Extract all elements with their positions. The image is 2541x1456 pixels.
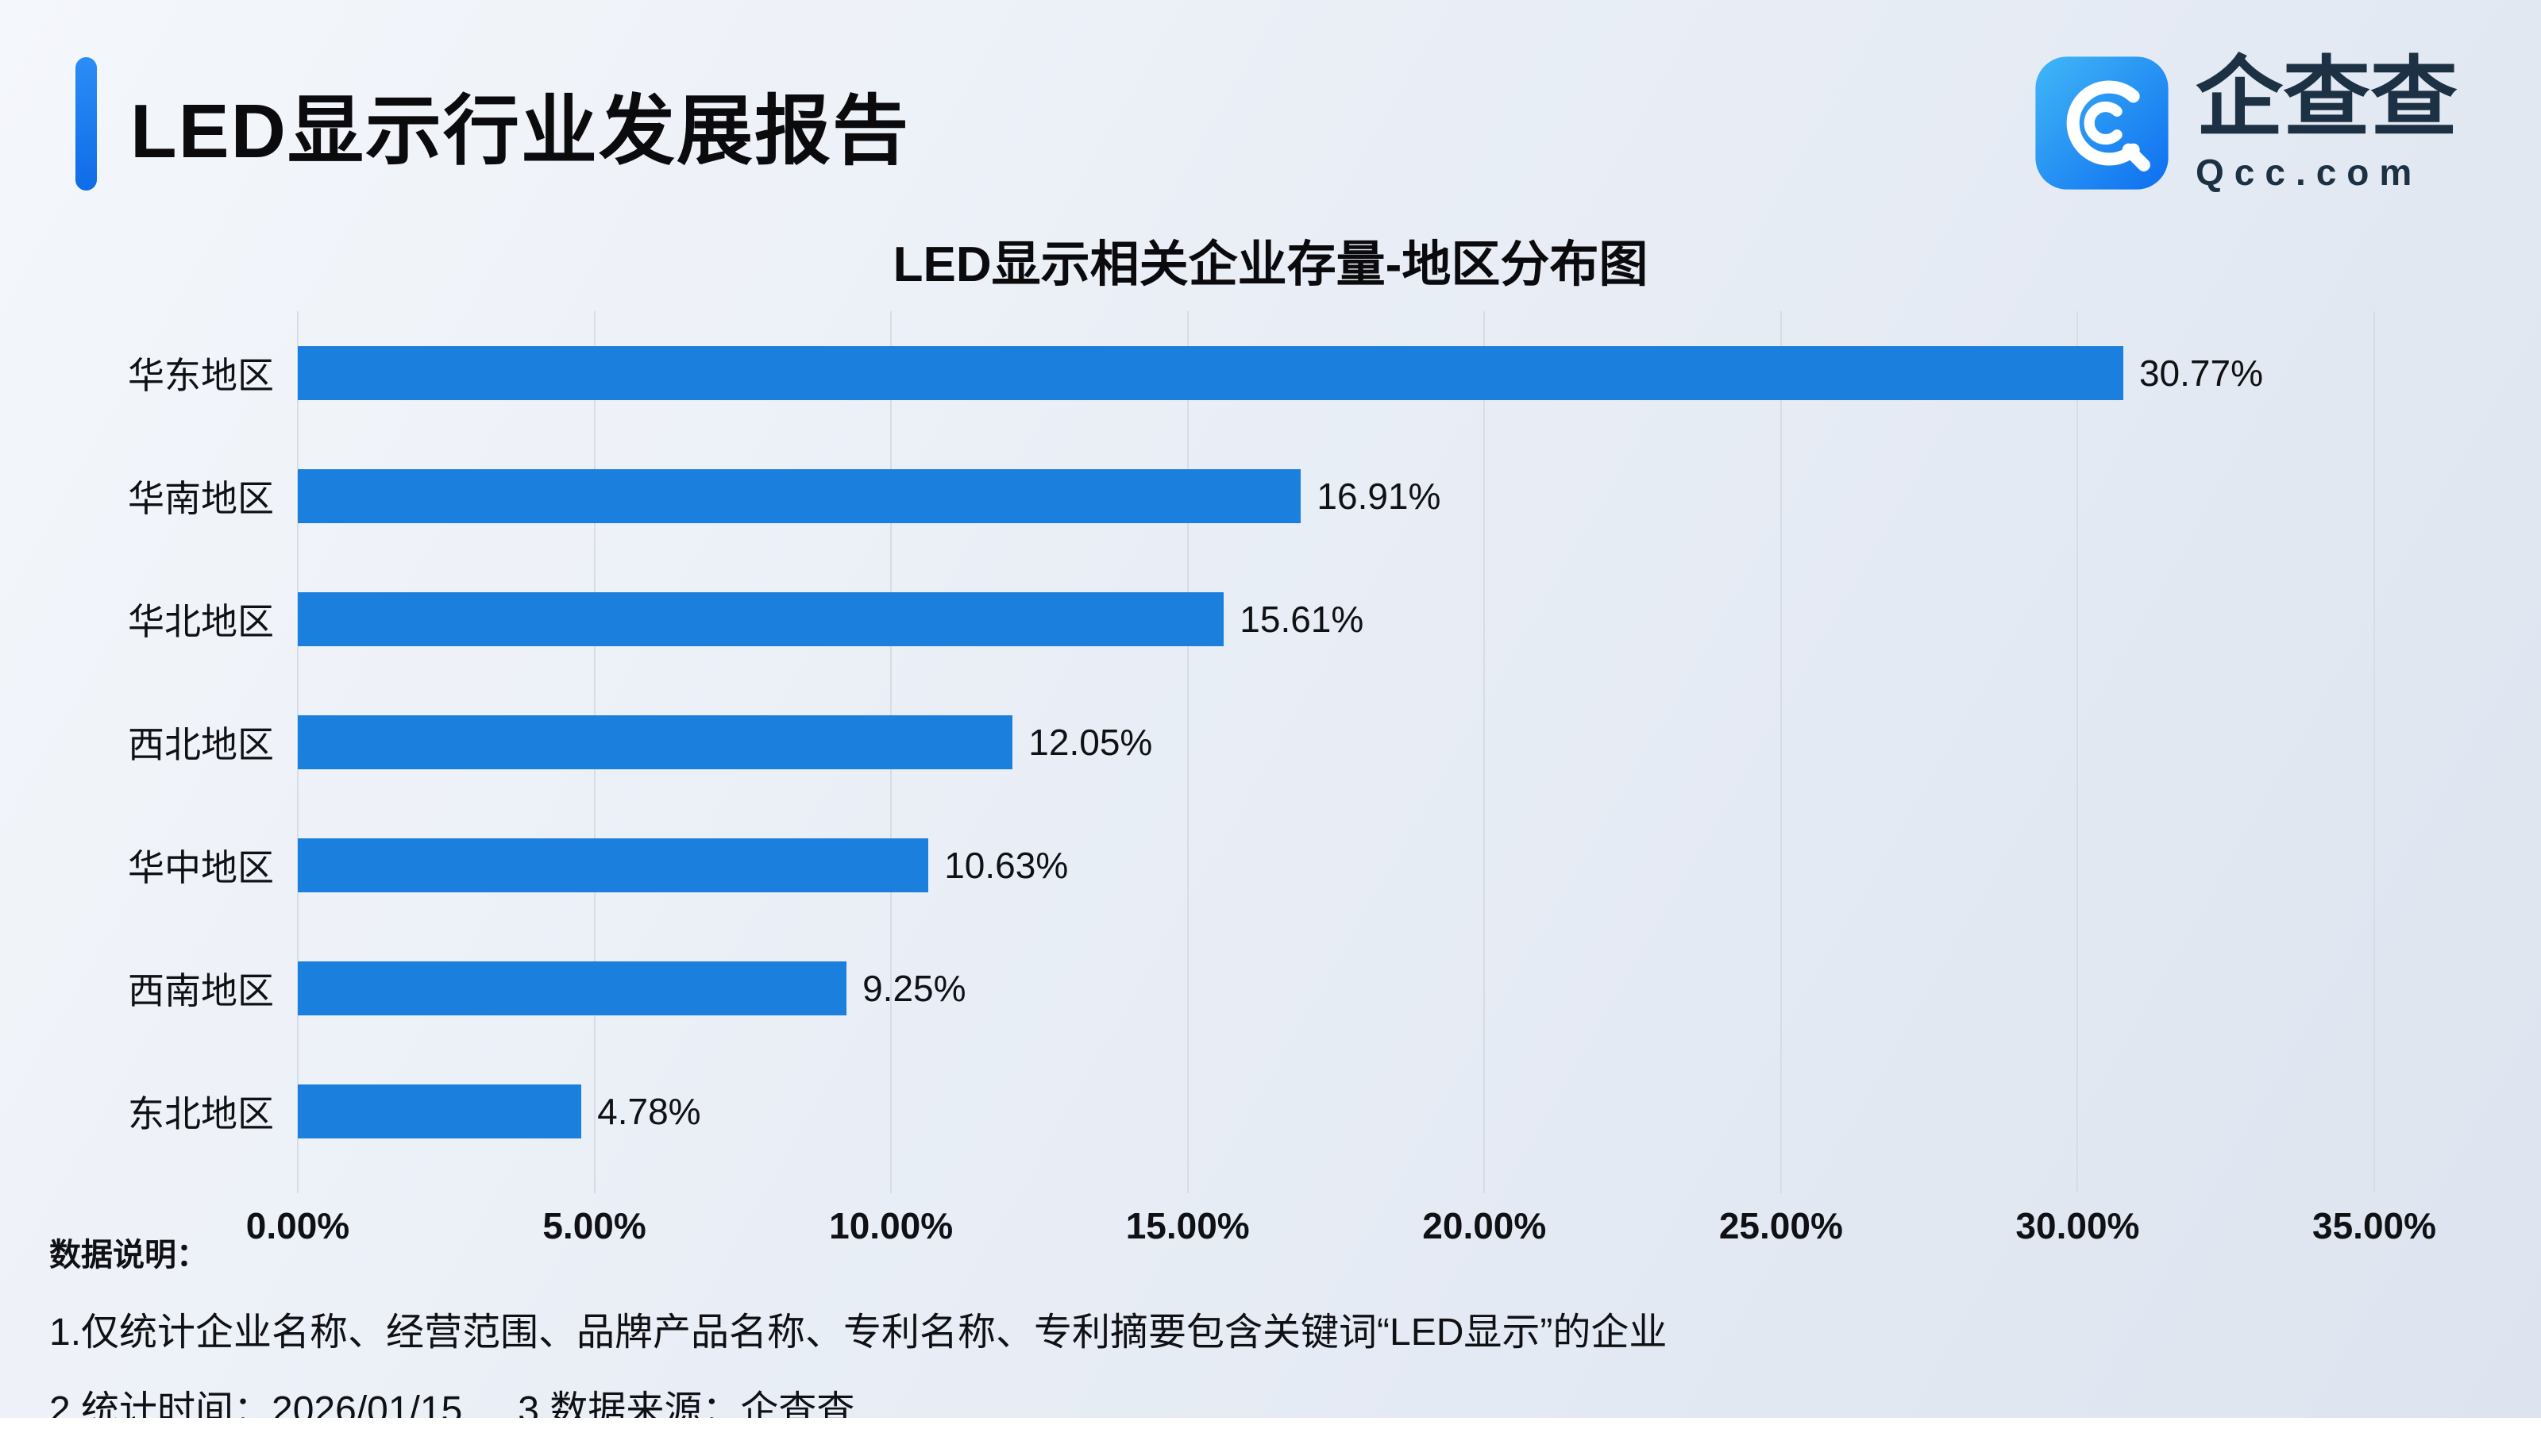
bar xyxy=(298,1084,582,1138)
x-axis-tick: 35.00% xyxy=(2312,1205,2437,1246)
gridline xyxy=(2076,311,2079,1193)
value-label: 15.61% xyxy=(1240,598,1364,640)
value-label: 9.25% xyxy=(862,967,966,1009)
bar-track: 10.63% xyxy=(298,803,2374,926)
x-axis-tick: 25.00% xyxy=(1718,1205,1843,1246)
report-header: LED显示行业发展报告 xyxy=(75,57,910,191)
value-label: 4.78% xyxy=(597,1090,701,1132)
category-label: 西北地区 xyxy=(128,723,274,765)
bar-track: 30.77% xyxy=(298,311,2374,434)
bar xyxy=(298,715,1013,769)
footnote-line1: 1.仅统计企业名称、经营范围、品牌产品名称、专利名称、专利摘要包含关键词“LED… xyxy=(49,1312,1668,1354)
bottom-white-strip xyxy=(0,1418,2541,1429)
bar-track: 4.78% xyxy=(298,1050,2374,1173)
qcc-logo-text: 企查查 Qcc.com xyxy=(2196,52,2458,194)
category-label: 西南地区 xyxy=(128,969,274,1011)
bar xyxy=(298,468,1301,523)
brand-name-en: Qcc.com xyxy=(2196,151,2423,193)
bar-row: 西北地区 12.05% xyxy=(56,680,2374,803)
x-axis-tick: 10.00% xyxy=(829,1205,954,1246)
x-axis: 0.00% 5.00% 10.00% 15.00% 20.00% 25.00% 30.00%… xyxy=(246,1204,2436,1260)
gridline xyxy=(1186,311,1189,1193)
bar-track: 15.61% xyxy=(298,557,2374,680)
qcc-magnifier-icon xyxy=(2032,53,2172,193)
bar-row: 华中地区 10.63% xyxy=(56,803,2374,926)
page-title: LED显示行业发展报告 xyxy=(130,88,910,174)
title-accent-bar xyxy=(75,57,97,191)
bar-track: 9.25% xyxy=(298,926,2374,1050)
category-label: 东北地区 xyxy=(128,1092,274,1134)
qcc-logo: 企查查 Qcc.com xyxy=(2032,52,2458,194)
footnote-heading: 数据说明： xyxy=(49,1238,208,1273)
bar-chart: 华东地区 30.77% 华南地区 16.91% 华北地区 15.61% 西北地区 12.05%… xyxy=(56,311,2436,1260)
bar-rows: 华东地区 30.77% 华南地区 16.91% 华北地区 15.61% 西北地区 12.05%… xyxy=(56,311,2374,1173)
bar xyxy=(298,345,2123,400)
value-label: 16.91% xyxy=(1317,475,1441,517)
value-label: 10.63% xyxy=(944,844,1069,886)
category-label: 华东地区 xyxy=(128,354,274,396)
x-axis-tick: 20.00% xyxy=(1422,1205,1547,1246)
gridline xyxy=(1779,311,1782,1193)
category-label: 华中地区 xyxy=(128,846,274,888)
bar-row: 华南地区 16.91% xyxy=(56,434,2374,557)
value-label: 12.05% xyxy=(1028,721,1153,763)
bar xyxy=(298,838,929,892)
bar-row: 东北地区 4.78% xyxy=(56,1050,2374,1173)
value-label: 30.77% xyxy=(2138,352,2263,394)
bar-row: 西南地区 9.25% xyxy=(56,926,2374,1050)
bar xyxy=(298,591,1224,646)
x-axis-tick: 30.00% xyxy=(2015,1205,2140,1246)
gridline xyxy=(2373,311,2375,1193)
category-label: 华南地区 xyxy=(128,477,274,519)
bar-track: 12.05% xyxy=(298,680,2374,803)
x-axis-tick: 0.00% xyxy=(245,1205,350,1246)
chart-plot-area: 华东地区 30.77% 华南地区 16.91% 华北地区 15.61% 西北地区 12.05%… xyxy=(56,311,2375,1193)
x-axis-tick: 15.00% xyxy=(1125,1205,1250,1246)
brand-name-cn: 企查查 xyxy=(2196,49,2458,147)
category-label: 华北地区 xyxy=(128,600,274,642)
bar-row: 华东地区 30.77% xyxy=(56,311,2374,434)
x-axis-tick: 5.00% xyxy=(542,1205,646,1246)
bar xyxy=(298,961,847,1015)
gridline xyxy=(1483,311,1486,1193)
chart-title: LED显示相关企业存量-地区分布图 xyxy=(893,237,1648,292)
bar-track: 16.91% xyxy=(298,434,2374,557)
bar-row: 华北地区 15.61% xyxy=(56,557,2374,680)
